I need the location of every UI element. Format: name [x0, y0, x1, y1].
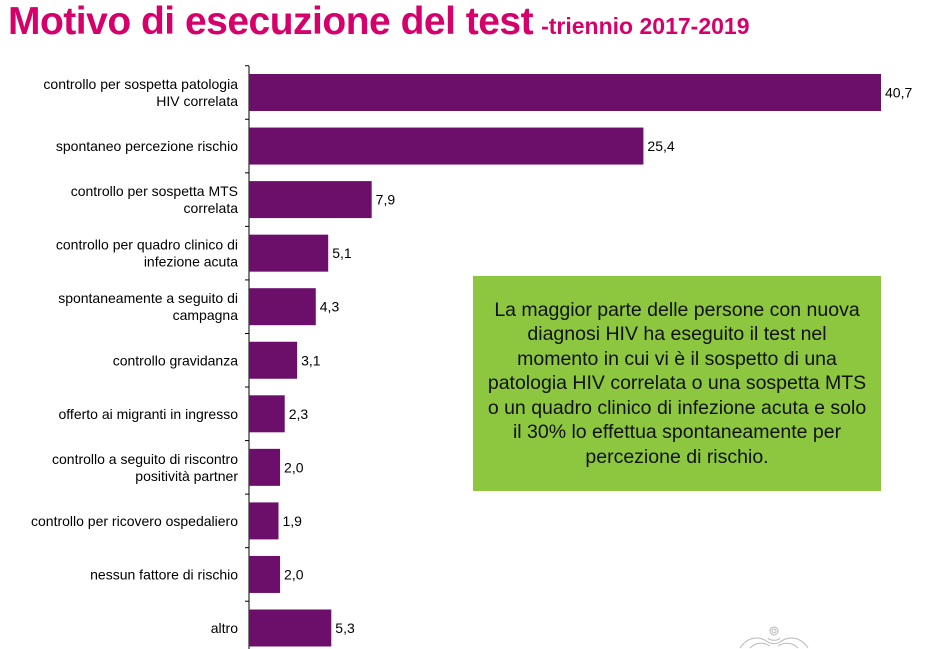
category-label: spontaneamente a seguito di campagna: [58, 290, 238, 323]
page-title: Motivo di esecuzione del test -triennio 2…: [8, 0, 749, 44]
bar: [249, 74, 881, 111]
bar: [249, 502, 279, 540]
bar-value-label: 4,3: [320, 299, 340, 315]
bar: [249, 555, 281, 593]
bar-value-label: 5,3: [335, 620, 355, 636]
bar: [249, 395, 285, 433]
bar: [249, 609, 332, 647]
bar-value-label: 3,1: [301, 352, 321, 368]
summary-callout: La maggior parte delle persone con nuova…: [473, 276, 881, 491]
bar: [249, 234, 329, 272]
category-label: altro: [211, 620, 238, 636]
bar-value-label: 2,3: [289, 406, 309, 422]
title-sub: -triennio 2017-2019: [541, 13, 750, 39]
bar-value-label: 2,0: [284, 459, 304, 475]
bar-value-label: 2,0: [284, 566, 304, 582]
bar-value-label: 25,4: [647, 138, 674, 154]
bar-value-label: 40,7: [885, 85, 912, 101]
category-label: controllo per ricovero ospedaliero: [31, 513, 238, 529]
logo-icon: [739, 626, 809, 649]
bar: [249, 127, 644, 165]
category-label: controllo gravidanza: [113, 352, 239, 368]
bar: [249, 288, 316, 326]
category-label: nessun fattore di rischio: [90, 566, 238, 582]
title-main: Motivo di esecuzione del test: [8, 0, 534, 43]
bar-value-label: 1,9: [283, 513, 303, 529]
category-label: controllo per quadro clinico di infezione…: [56, 237, 238, 270]
category-label: offerto ai migranti in ingresso: [59, 406, 239, 422]
bar-value-label: 7,9: [376, 192, 396, 208]
bar-value-label: 5,1: [332, 245, 352, 261]
category-label: controllo a seguito di riscontro positivi…: [52, 451, 238, 484]
callout-text: La maggior parte delle persone con nuova…: [487, 298, 867, 468]
category-label: controllo per sospetta MTS correlata: [71, 183, 239, 216]
category-label: controllo per sospetta patologia HIV corr…: [43, 76, 238, 109]
bar: [249, 341, 298, 379]
category-label: spontaneo percezione rischio: [56, 138, 238, 154]
bar: [249, 181, 372, 219]
bar: [249, 448, 281, 486]
